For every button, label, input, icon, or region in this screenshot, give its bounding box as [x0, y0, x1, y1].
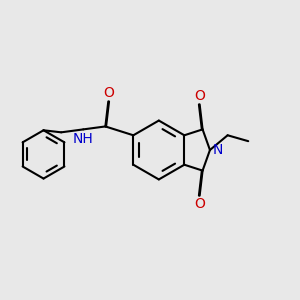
Text: N: N [212, 143, 223, 157]
Text: O: O [194, 197, 205, 211]
Text: O: O [194, 89, 205, 103]
Text: O: O [103, 86, 114, 100]
Text: NH: NH [73, 132, 94, 146]
